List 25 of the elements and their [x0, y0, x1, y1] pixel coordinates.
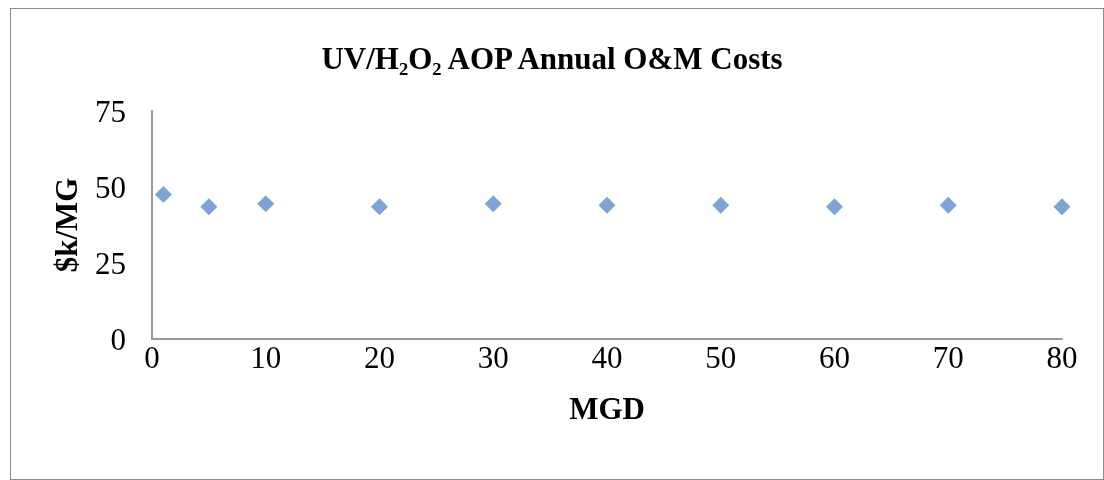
x-tick-label: 50 — [705, 340, 737, 375]
x-tick-label: 10 — [250, 340, 282, 375]
x-tick-label: 20 — [364, 340, 395, 375]
point — [712, 196, 730, 214]
x-tick-label: 0 — [144, 340, 160, 375]
x-tick-label: 70 — [932, 340, 964, 375]
y-tick-label: 75 — [95, 93, 126, 129]
point — [371, 198, 388, 216]
point — [598, 196, 616, 214]
x-tick-label: 40 — [591, 340, 623, 375]
x-tick-label: 60 — [819, 340, 850, 375]
x-tick-label: 30 — [477, 340, 509, 375]
point — [826, 198, 843, 216]
chart-title: UV/H₂O₂ AOP Annual O&M Costs — [321, 41, 783, 76]
y-tick-label: 50 — [95, 169, 126, 205]
point — [1053, 198, 1071, 216]
point — [939, 196, 957, 214]
x-tick-label: 80 — [1046, 340, 1078, 375]
x-axis-title: MGD — [569, 391, 645, 426]
point — [200, 198, 218, 216]
point — [484, 195, 502, 213]
y-tick-label: 25 — [95, 245, 126, 281]
point — [154, 186, 172, 204]
point — [257, 195, 275, 213]
y-axis-title: $k/MG — [49, 177, 84, 273]
